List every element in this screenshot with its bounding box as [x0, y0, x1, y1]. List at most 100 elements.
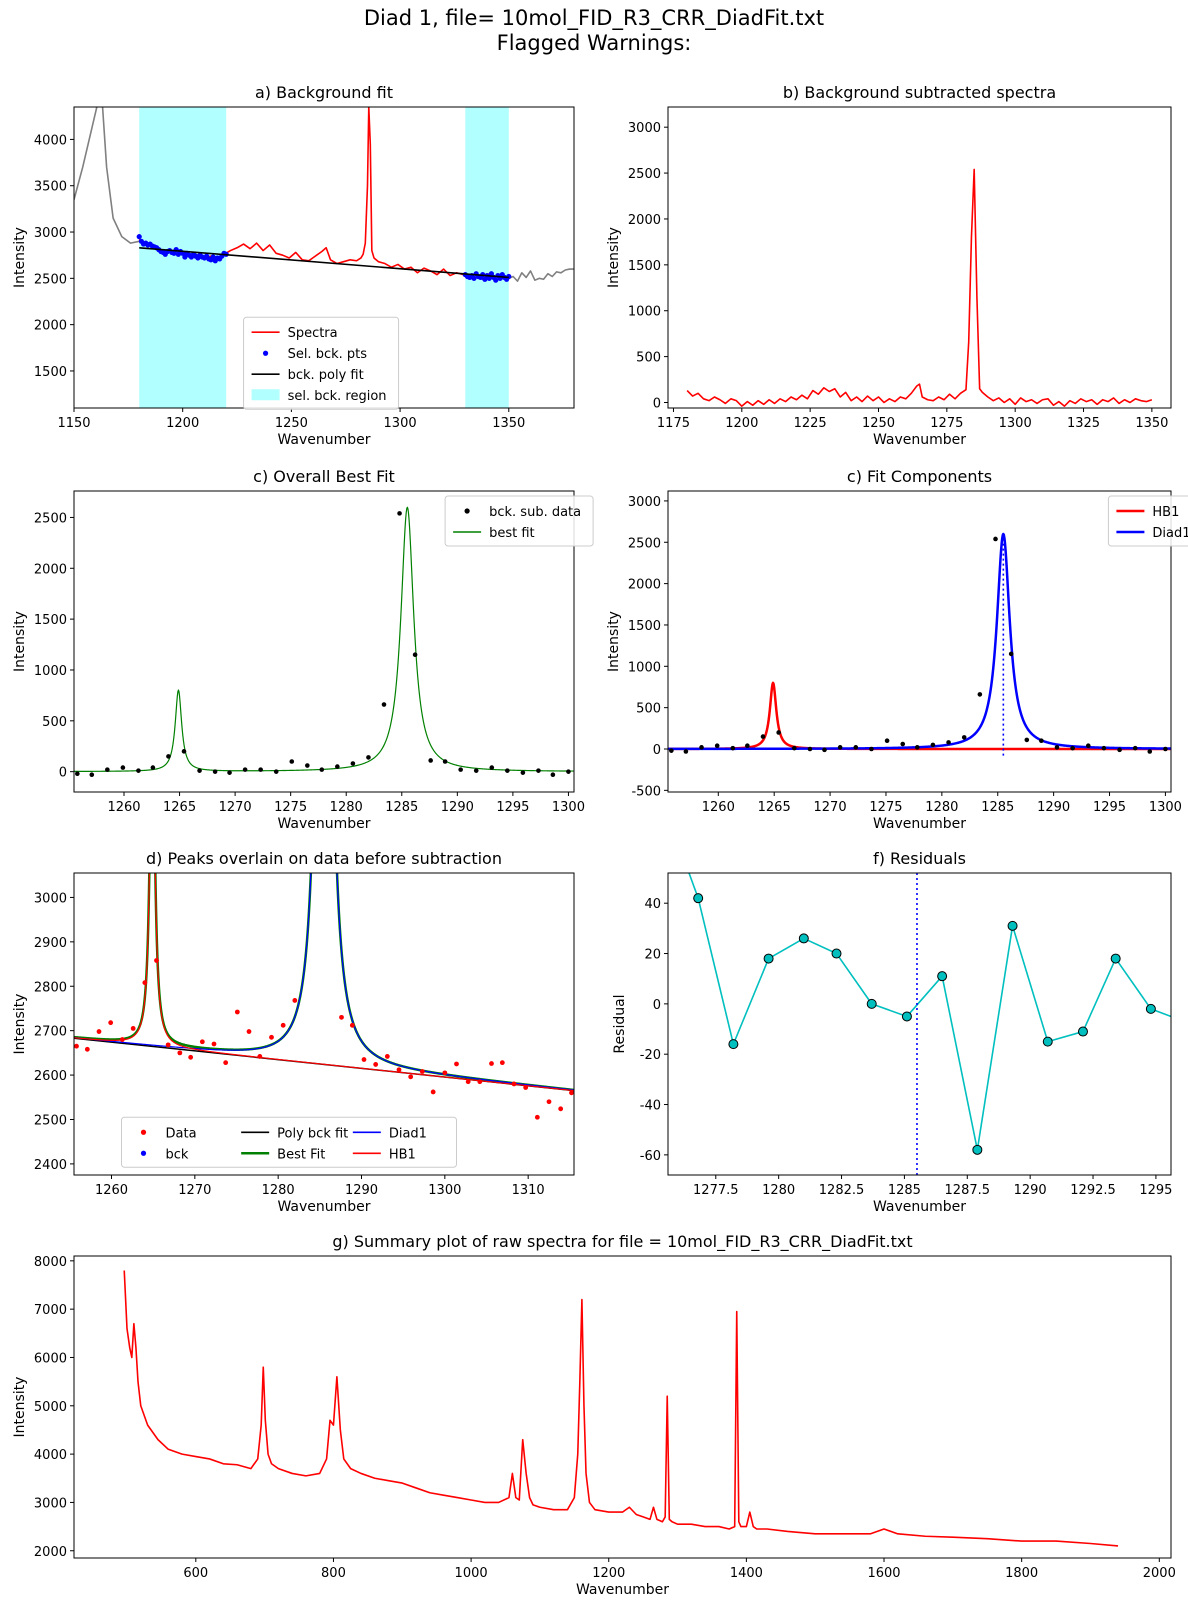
data-point	[84, 1046, 90, 1052]
x-tick-label: 1282.5	[819, 1183, 865, 1198]
x-tick-label: 1277.5	[693, 1183, 739, 1198]
residual-point	[937, 971, 948, 982]
residual-point	[763, 953, 774, 964]
legend-label: bck. poly fit	[288, 368, 364, 383]
data-point	[569, 1090, 574, 1096]
residual-point	[798, 933, 809, 944]
data-point	[120, 765, 126, 770]
data-point	[1054, 745, 1060, 750]
best-fit-line	[74, 506, 574, 773]
y-tick-label: 2500	[628, 167, 661, 182]
y-axis-label: Intensity	[12, 227, 28, 288]
data-point	[319, 767, 325, 772]
y-tick-label: 3000	[34, 891, 67, 906]
plot-area	[686, 168, 1153, 407]
x-tick-label: 1295	[496, 800, 529, 815]
legend-dot-swatch	[262, 350, 269, 356]
legend-label: HB1	[389, 1147, 416, 1162]
x-axis-label: Wavenumber	[277, 1199, 370, 1215]
y-axis-label: Intensity	[12, 994, 28, 1055]
background-point	[136, 234, 142, 240]
y-tick-label: 2000	[34, 562, 67, 577]
data-point	[154, 958, 159, 963]
x-tick-label: 1280	[330, 800, 363, 815]
y-axis-label: Residual	[612, 994, 628, 1053]
poly-fit-line	[139, 246, 509, 279]
data-point	[930, 742, 936, 748]
y-tick-label: 3500	[34, 180, 67, 195]
diad1-component-line	[668, 532, 1171, 751]
diad1-line	[74, 873, 574, 1091]
panel-title: d) Peaks overlain on data before subtrac…	[146, 849, 502, 868]
data-point	[1008, 651, 1014, 657]
data-point	[837, 745, 843, 750]
x-tick-label: 1310	[512, 1183, 545, 1198]
x-tick-label: 1280	[762, 1183, 795, 1198]
subtracted-spectrum-line	[686, 168, 1153, 407]
data-point	[349, 1022, 355, 1028]
background-region	[465, 107, 509, 408]
y-axis-label: Intensity	[12, 611, 28, 672]
data-point	[89, 772, 95, 778]
panel-title: a) Background fit	[255, 83, 393, 102]
x-tick-label: 1300	[999, 416, 1032, 431]
x-tick-label: 1300	[1149, 800, 1182, 815]
y-tick-label: -40	[640, 1099, 661, 1114]
data-point	[442, 759, 448, 764]
x-tick-label: 1300	[428, 1183, 461, 1198]
panel-a: 1150 1200 1250 1300 1350 1500 2000 2500 3000 3500…	[12, 83, 575, 448]
legend: bck. sub. data best fit	[444, 495, 594, 547]
data-point	[419, 1069, 425, 1074]
data-point	[273, 769, 279, 774]
legend-label: Sel. bck. pts	[288, 347, 368, 362]
data-point	[458, 767, 463, 772]
data-point	[305, 763, 310, 768]
data-point	[961, 735, 967, 740]
residual-point	[728, 1039, 739, 1050]
data-point	[792, 745, 797, 751]
data-point	[335, 764, 340, 769]
x-tick-label: 1175	[657, 416, 690, 431]
data-point	[292, 998, 298, 1003]
data-point	[211, 1041, 217, 1047]
y-tick-label: 500	[636, 351, 661, 366]
plot-area	[123, 1270, 1119, 1547]
data-point	[454, 1061, 459, 1067]
data-point	[361, 1057, 367, 1062]
x-tick-label: 1400	[730, 1566, 763, 1581]
data-point	[74, 1043, 79, 1049]
axes-frame	[667, 872, 1172, 1176]
residual-point	[1110, 953, 1121, 964]
data-point	[558, 1106, 564, 1112]
y-tick-label: 40	[644, 897, 661, 912]
legend: HB1 Diad1	[1107, 495, 1188, 547]
data-point	[130, 1026, 136, 1031]
x-tick-label: 1225	[794, 416, 827, 431]
figure-title-line1: Diad 1, file= 10mol_FID_R3_CRR_DiadFit.t…	[363, 6, 825, 30]
axes-frame	[73, 1255, 1172, 1559]
data-point	[234, 1009, 240, 1015]
data-point	[993, 536, 998, 542]
data-point	[408, 1074, 414, 1080]
data-point	[730, 745, 736, 751]
data-point	[289, 759, 295, 764]
panel-title: b) Background subtracted spectra	[783, 83, 1056, 102]
legend-box	[243, 316, 400, 410]
x-tick-label: 1275	[274, 800, 307, 815]
data-point	[536, 768, 541, 773]
x-axis-label: Wavenumber	[873, 432, 966, 448]
data-point	[339, 1014, 344, 1020]
x-tick-label: 1270	[178, 1183, 211, 1198]
data-point	[869, 746, 874, 752]
x-tick-label: 1280	[262, 1183, 295, 1198]
x-tick-label: 1200	[592, 1566, 625, 1581]
x-tick-label: 1290	[345, 1183, 378, 1198]
data-point	[177, 1050, 183, 1056]
x-tick-label: 1290	[1014, 1183, 1047, 1198]
data-point	[683, 749, 689, 754]
data-point	[520, 770, 526, 775]
y-tick-label: 6000	[34, 1351, 67, 1366]
data-point	[914, 745, 920, 750]
data-point	[1147, 749, 1153, 754]
data-point	[212, 769, 218, 774]
